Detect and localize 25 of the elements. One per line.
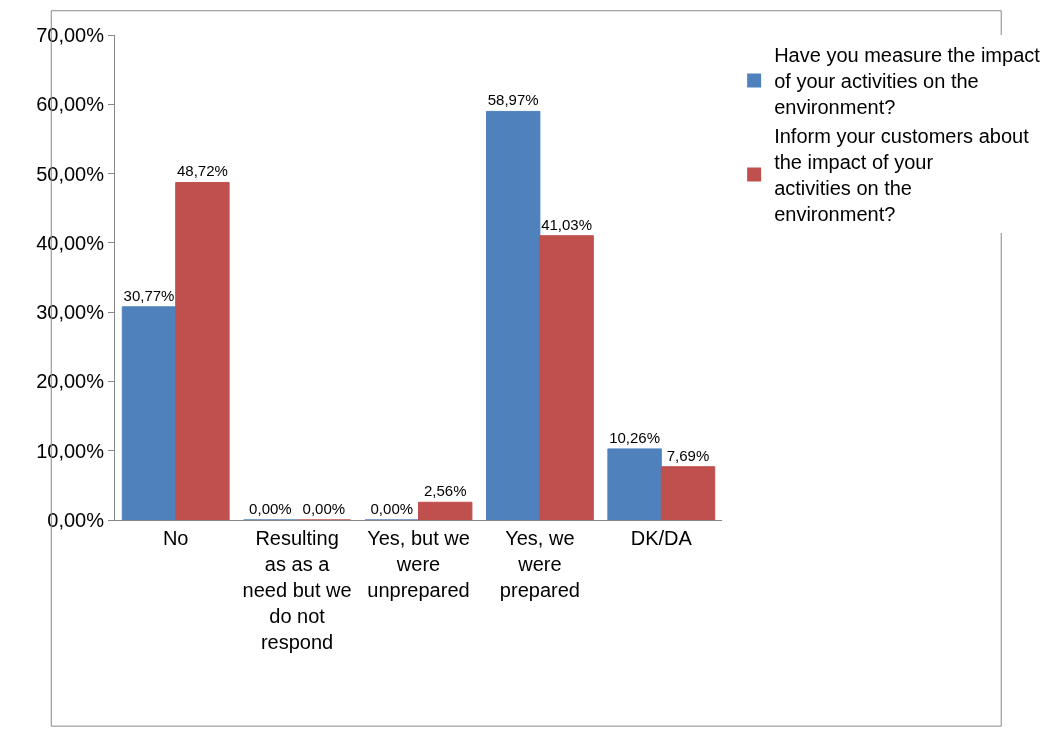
x-tick-label: Resulting as as a need but we do not respond bbox=[242, 527, 352, 653]
y-tick-label: 40,00% bbox=[36, 231, 105, 254]
data-label: 58,97% bbox=[487, 91, 539, 109]
legend-label: Have you measure the impact of your activities on the environment? bbox=[774, 44, 1041, 119]
y-tick-label: 20,00% bbox=[36, 370, 105, 393]
data-label: 0,00% bbox=[249, 500, 292, 517]
x-tick-label: Yes, but we were unprepared bbox=[367, 527, 470, 601]
y-tick-label: 0,00% bbox=[47, 509, 105, 531]
y-tick-label: 10,00% bbox=[36, 439, 105, 462]
x-tick-label: DK/DA bbox=[630, 527, 693, 549]
legend-label: Inform your customers about the impact of your activities on the environment? bbox=[774, 125, 1030, 226]
x-tick-label: No bbox=[162, 527, 189, 549]
x-tick-label: Yes, we were prepared bbox=[499, 527, 580, 601]
data-label: 7,69% bbox=[666, 446, 710, 464]
y-tick-label: 50,00% bbox=[36, 162, 105, 185]
data-label: 10,26% bbox=[609, 428, 661, 446]
data-label: 48,72% bbox=[176, 162, 228, 180]
y-tick-label: 70,00% bbox=[36, 24, 105, 46]
data-label: 0,00% bbox=[370, 500, 414, 517]
data-label: 0,00% bbox=[302, 500, 346, 517]
data-label: 41,03% bbox=[541, 215, 593, 233]
data-label: 30,77% bbox=[123, 286, 175, 304]
y-tick-label: 30,00% bbox=[36, 301, 105, 324]
data-label: 2,56% bbox=[423, 482, 467, 500]
y-tick-label: 60,00% bbox=[36, 93, 105, 116]
